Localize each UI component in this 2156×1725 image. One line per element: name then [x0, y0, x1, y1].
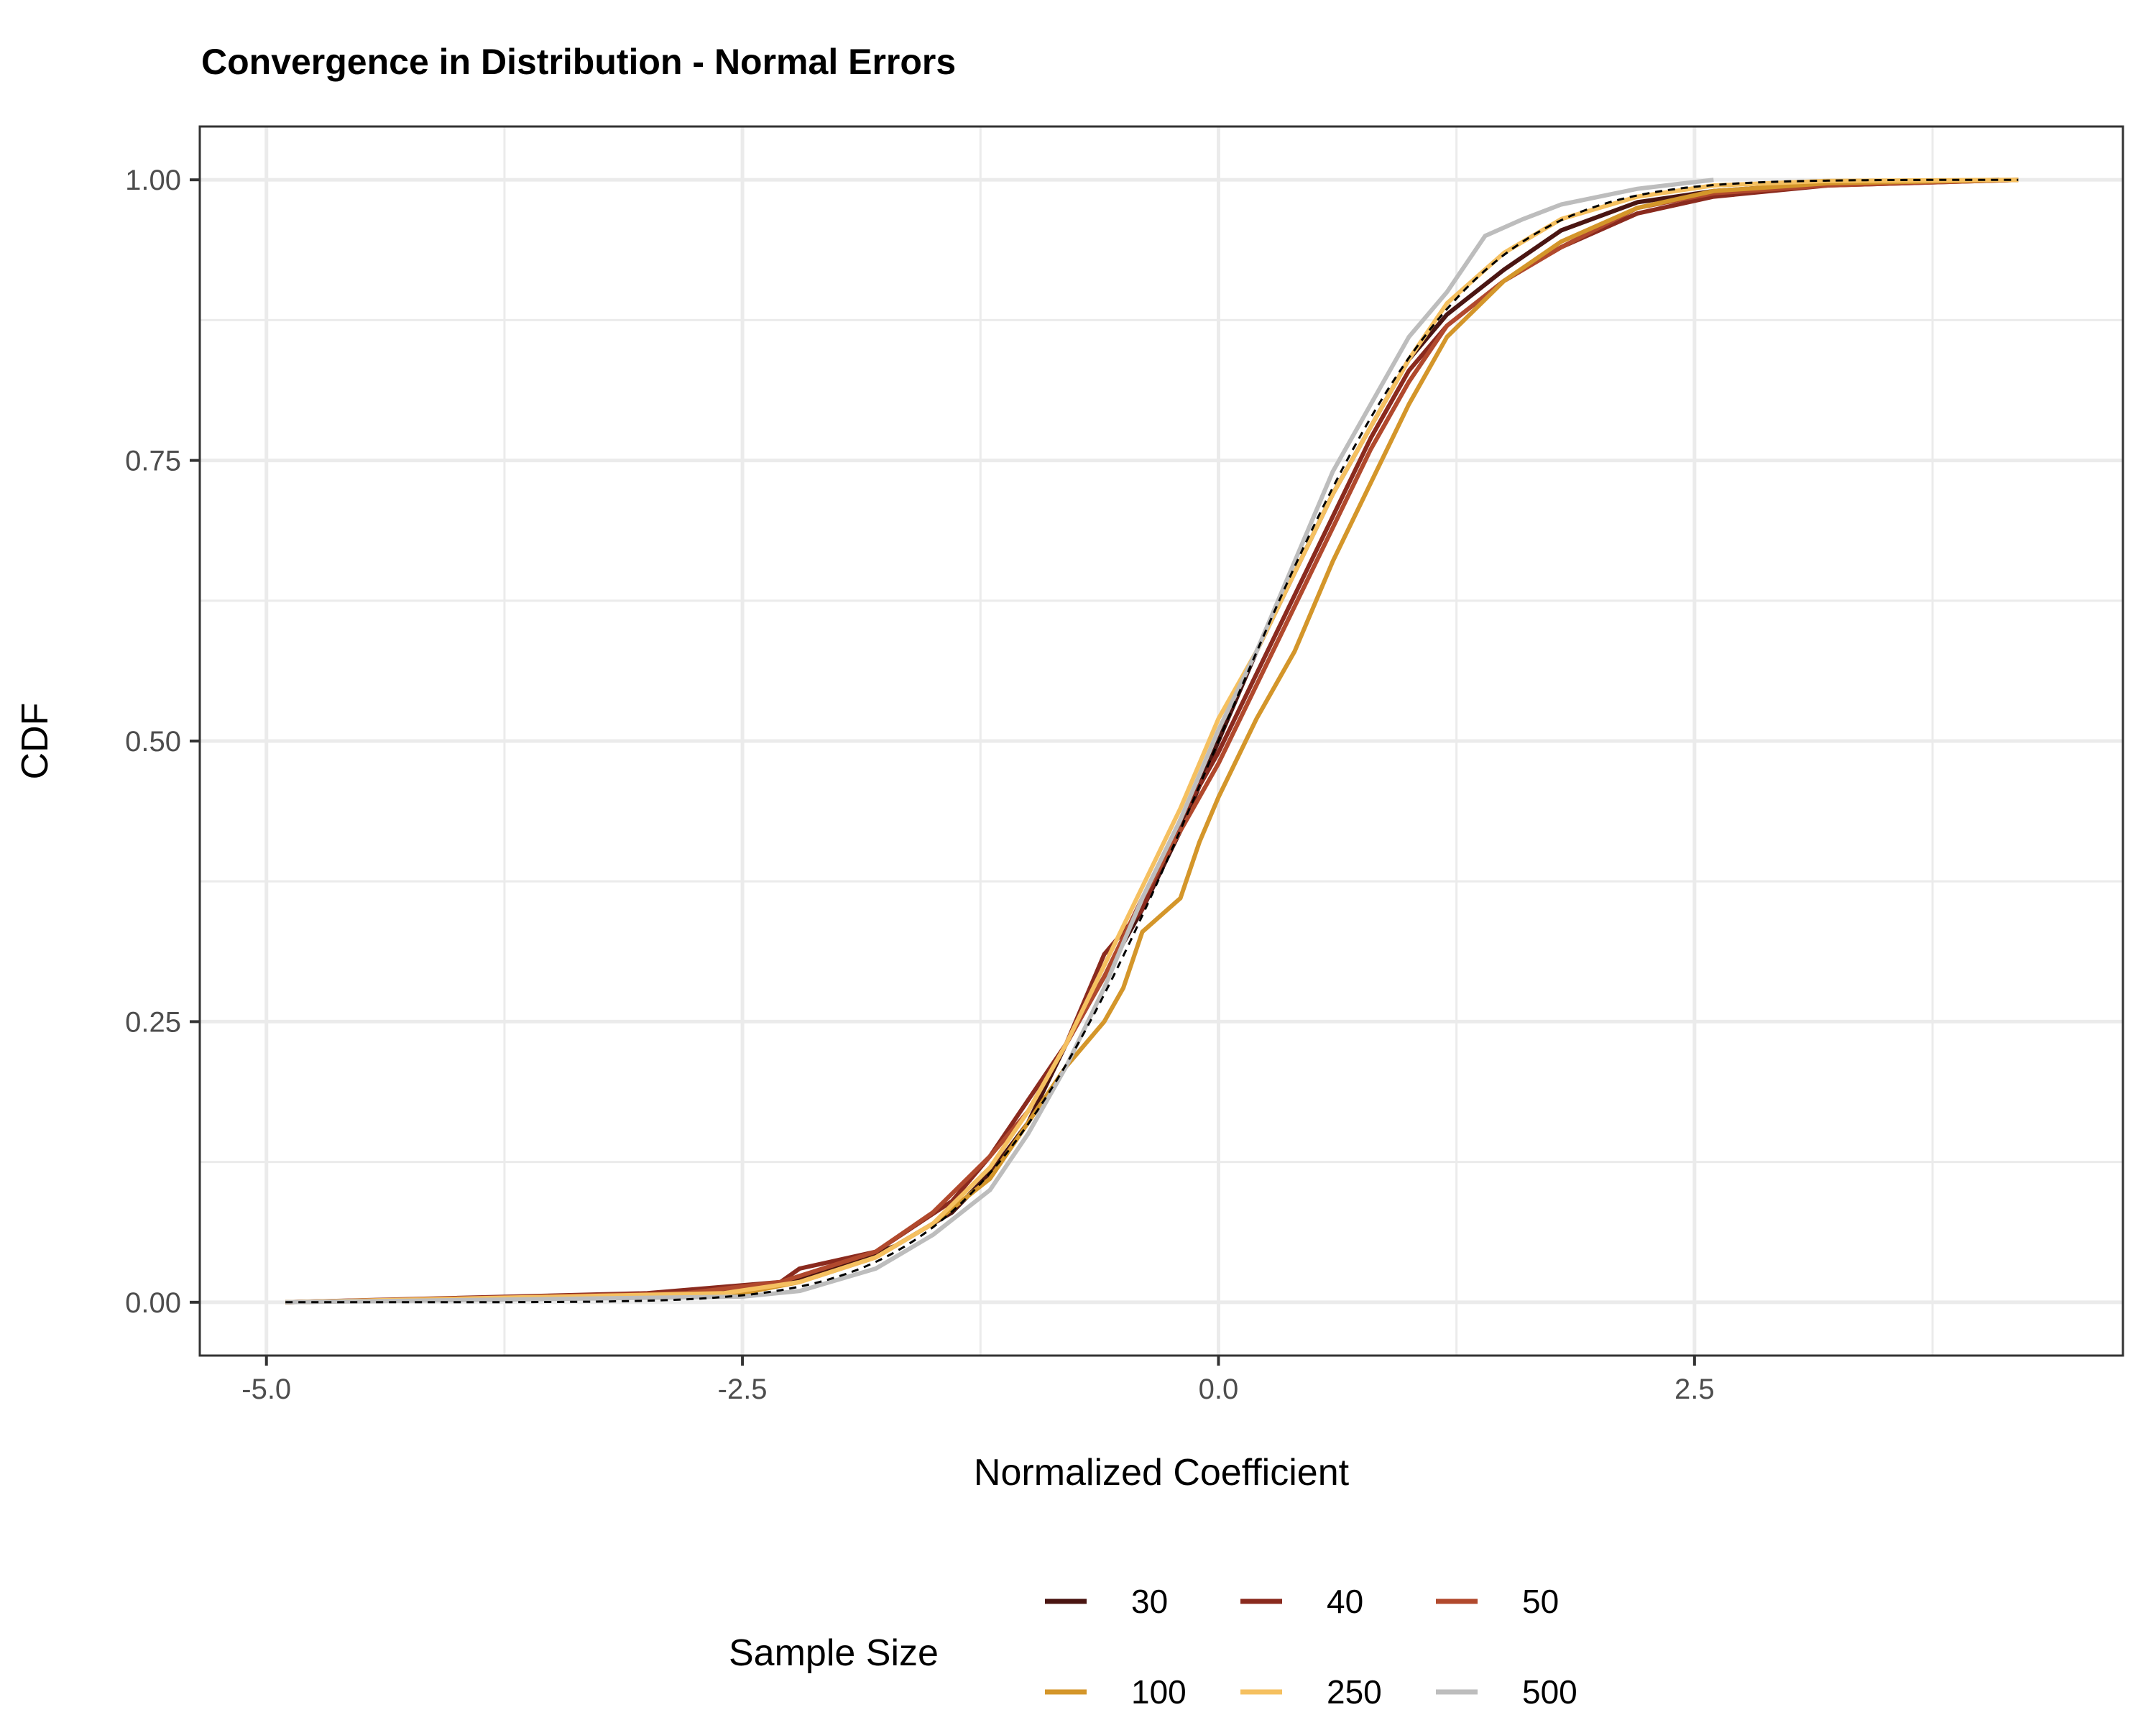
legend-item-40: 40: [1240, 1583, 1363, 1620]
legend-label: 40: [1327, 1583, 1363, 1620]
legend-item-100: 100: [1045, 1673, 1187, 1711]
x-tick-label: 2.5: [1674, 1374, 1715, 1405]
y-tick-label: 0.00: [125, 1287, 181, 1319]
legend: Sample Size 30 40 50 100 250 500: [729, 1583, 1577, 1711]
x-axis-label: Normalized Coefficient: [974, 1452, 1350, 1494]
y-tick-label: 0.25: [125, 1006, 181, 1038]
series-line-500: [285, 178, 1714, 1305]
chart-title: Convergence in Distribution - Normal Err…: [201, 42, 956, 82]
series-line-50: [285, 178, 2019, 1305]
y-axis-label: CDF: [14, 703, 56, 780]
legend-item-250: 250: [1240, 1673, 1382, 1711]
y-tick-label: 0.50: [125, 726, 181, 758]
legend-label: 250: [1327, 1673, 1382, 1711]
legend-item-50: 50: [1436, 1583, 1559, 1620]
x-tick-label: 0.0: [1199, 1374, 1239, 1405]
legend-label: 30: [1131, 1583, 1168, 1620]
plot-reference: [285, 178, 2019, 1304]
x-tick-label: -5.0: [241, 1374, 291, 1405]
x-tick-label: -2.5: [718, 1374, 768, 1405]
legend-label: 500: [1522, 1673, 1577, 1711]
x-axis: -5.0 -2.5 0.0 2.5: [241, 1356, 1715, 1405]
legend-title: Sample Size: [729, 1632, 939, 1674]
y-tick-label: 0.75: [125, 446, 181, 477]
y-tick-label: 1.00: [125, 165, 181, 196]
legend-item-30: 30: [1045, 1583, 1168, 1620]
legend-item-500: 500: [1436, 1673, 1577, 1711]
legend-label: 100: [1131, 1673, 1187, 1711]
legend-label: 50: [1522, 1583, 1559, 1620]
y-axis: 0.00 0.25 0.50 0.75 1.00: [125, 165, 200, 1319]
legend-items: 30 40 50 100 250 500: [1045, 1583, 1577, 1711]
reference-normal-cdf: [285, 178, 2019, 1304]
